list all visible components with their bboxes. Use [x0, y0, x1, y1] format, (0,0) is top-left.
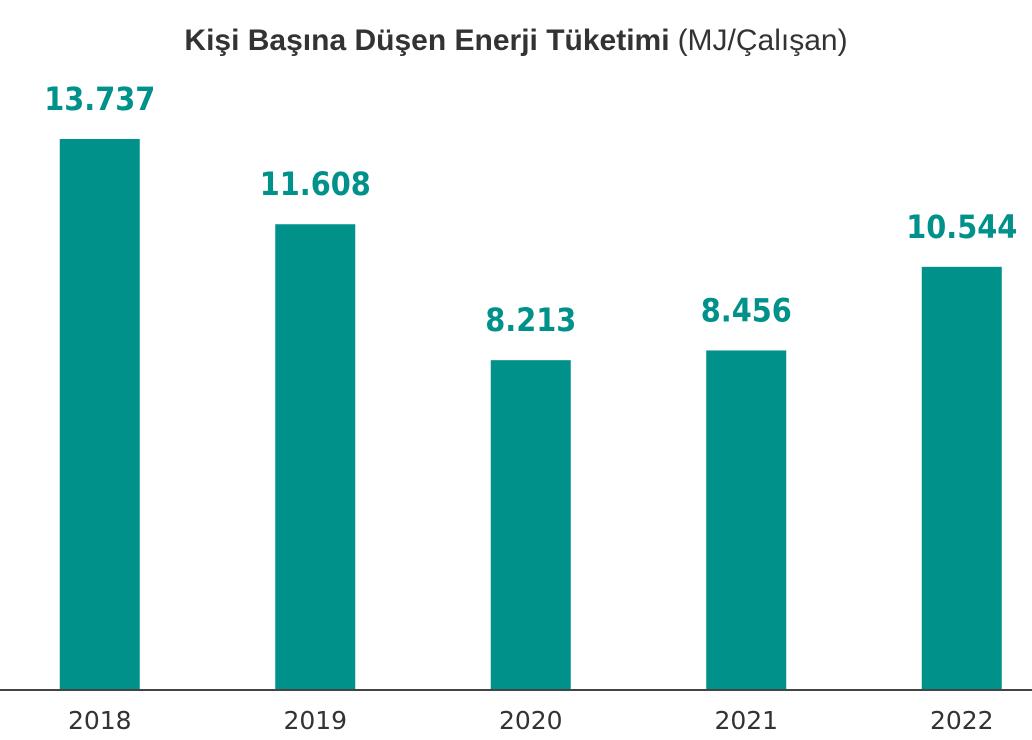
value-label: 8.456	[701, 291, 792, 329]
chart-title: Kişi Başına Düşen Enerji Tüketimi	[184, 24, 669, 57]
value-label: 10.544	[906, 208, 1017, 246]
value-label: 11.608	[260, 165, 371, 203]
bar	[921, 266, 1002, 689]
chart-title-group: Kişi Başına Düşen Enerji Tüketimi (MJ/Çal…	[184, 24, 847, 57]
bar	[706, 350, 787, 689]
x-tick-label: 2022	[930, 706, 994, 735]
bar	[59, 139, 140, 689]
value-label: 8.213	[485, 301, 576, 339]
x-tick-label: 2021	[714, 706, 778, 735]
x-tick-label: 2020	[499, 706, 563, 735]
bar	[275, 224, 356, 689]
x-tick-label: 2019	[283, 706, 347, 735]
x-tick-label: 2018	[68, 706, 132, 735]
value-label: 13.737	[44, 80, 155, 118]
chart-title-unit: (MJ/Çalışan)	[678, 24, 848, 57]
bar	[490, 360, 571, 689]
